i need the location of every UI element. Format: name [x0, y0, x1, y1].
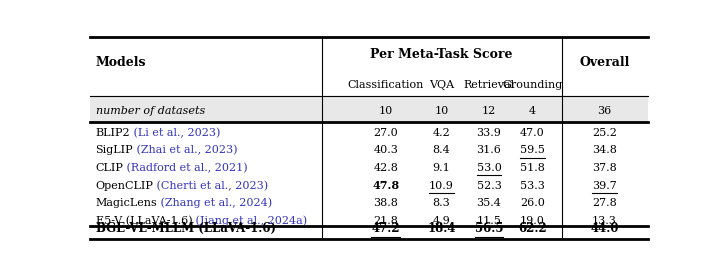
Text: 4.9: 4.9: [433, 216, 451, 226]
Text: (Cherti et al., 2023): (Cherti et al., 2023): [153, 180, 269, 191]
Text: (Jiang et al., 2024a): (Jiang et al., 2024a): [192, 215, 307, 226]
Text: 27.8: 27.8: [592, 198, 617, 208]
Text: OpenCLIP: OpenCLIP: [96, 180, 153, 190]
Text: (Li et al., 2023): (Li et al., 2023): [130, 128, 220, 138]
Text: Per Meta-Task Score: Per Meta-Task Score: [370, 48, 513, 61]
Text: 44.0: 44.0: [590, 221, 618, 235]
Text: number of datasets: number of datasets: [96, 106, 204, 116]
Text: 35.4: 35.4: [477, 198, 501, 208]
Text: E5-V (LLaVA-1.6): E5-V (LLaVA-1.6): [96, 216, 192, 226]
Text: 62.2: 62.2: [518, 221, 547, 235]
Text: 56.5: 56.5: [474, 221, 503, 235]
Text: Retrieval: Retrieval: [464, 80, 515, 90]
Text: 4: 4: [529, 106, 536, 116]
Text: 53.3: 53.3: [520, 180, 545, 190]
Text: 47.2: 47.2: [372, 221, 400, 235]
Text: 39.7: 39.7: [592, 180, 617, 190]
Text: 52.3: 52.3: [477, 180, 501, 190]
Text: BLIP2: BLIP2: [96, 128, 130, 138]
Text: 19.0: 19.0: [520, 216, 545, 226]
Text: 18.4: 18.4: [427, 221, 456, 235]
Text: Classification: Classification: [348, 80, 424, 90]
Text: 42.8: 42.8: [373, 163, 398, 173]
Text: 40.3: 40.3: [373, 145, 398, 155]
Text: (Radford et al., 2021): (Radford et al., 2021): [123, 163, 248, 173]
Text: Overall: Overall: [580, 56, 630, 69]
Text: Models: Models: [96, 56, 146, 69]
Text: 36: 36: [598, 106, 611, 116]
Text: 31.6: 31.6: [477, 145, 501, 155]
Text: 53.0: 53.0: [477, 163, 501, 173]
Text: 10.9: 10.9: [429, 180, 454, 190]
Text: 38.8: 38.8: [373, 198, 398, 208]
Bar: [90, 97, 648, 122]
Text: 59.5: 59.5: [520, 145, 545, 155]
Text: 25.2: 25.2: [592, 128, 617, 138]
Text: 8.3: 8.3: [433, 198, 451, 208]
Text: Grounding: Grounding: [503, 80, 562, 90]
Text: 12: 12: [482, 106, 496, 116]
Text: 51.8: 51.8: [520, 163, 545, 173]
Text: 34.8: 34.8: [592, 145, 617, 155]
Text: 11.5: 11.5: [477, 216, 501, 226]
Text: 27.0: 27.0: [374, 128, 398, 138]
Text: 26.0: 26.0: [520, 198, 545, 208]
Text: 10: 10: [434, 106, 449, 116]
Text: SigLIP: SigLIP: [96, 145, 133, 155]
Text: 37.8: 37.8: [592, 163, 617, 173]
Text: 8.4: 8.4: [433, 145, 451, 155]
Text: 33.9: 33.9: [477, 128, 501, 138]
Text: 4.2: 4.2: [433, 128, 451, 138]
Text: 13.3: 13.3: [592, 216, 617, 226]
Text: 9.1: 9.1: [433, 163, 451, 173]
Text: MagicLens: MagicLens: [96, 198, 158, 208]
Text: (Zhai et al., 2023): (Zhai et al., 2023): [133, 145, 238, 155]
Text: BGE-VL-MLLM (LLaVA-1.6): BGE-VL-MLLM (LLaVA-1.6): [96, 221, 276, 235]
Text: 47.0: 47.0: [520, 128, 545, 138]
Text: (Zhang et al., 2024): (Zhang et al., 2024): [158, 198, 272, 208]
Text: 21.8: 21.8: [373, 216, 398, 226]
Text: VQA: VQA: [429, 80, 454, 90]
Text: 47.8: 47.8: [372, 180, 400, 191]
Text: CLIP: CLIP: [96, 163, 123, 173]
Text: 10: 10: [379, 106, 393, 116]
